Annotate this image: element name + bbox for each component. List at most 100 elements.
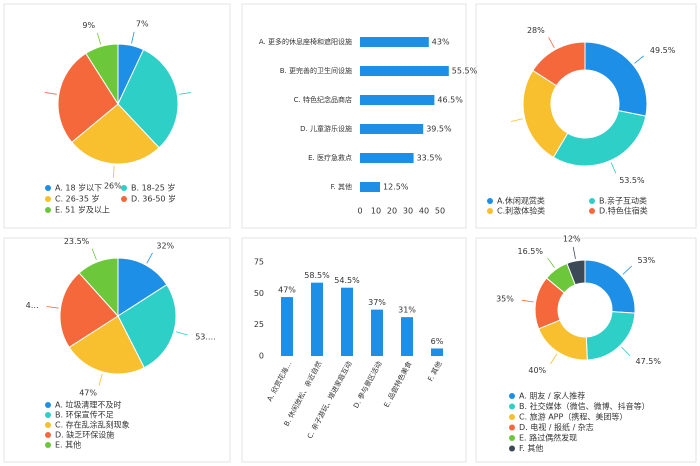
legend-label: B. 环保宣传不足 (55, 410, 114, 420)
slice (71, 103, 160, 165)
leader-line (548, 37, 555, 49)
data-label: 16.5% (518, 247, 544, 256)
legend-label: B. 社交媒体（微信、微博、抖音等） (519, 401, 650, 411)
leader-line (44, 92, 57, 95)
slice (59, 272, 119, 349)
legend-marker (121, 185, 127, 191)
y-tick-label: 25 (254, 320, 264, 329)
data-label: 28% (527, 26, 545, 35)
data-label: 6% (431, 337, 444, 346)
data-label: 33.5% (417, 154, 443, 163)
legend-label: A. 垃圾清理不及时 (55, 400, 121, 410)
x-tick-label: 50 (435, 207, 445, 216)
data-label: 47% (278, 286, 296, 295)
legend-marker (45, 422, 51, 428)
data-label: 9% (82, 21, 95, 30)
leader-line (621, 346, 631, 356)
data-label: 54.5% (334, 276, 360, 285)
leader-line (146, 252, 153, 264)
data-label: 49.5% (650, 46, 676, 55)
x-tick-label: 10 (371, 207, 381, 216)
data-label: 7% (136, 19, 149, 28)
legend-label: E. 其他 (55, 440, 81, 450)
leader-line (179, 92, 192, 95)
category-label: C. 特色纪念品商店 (294, 95, 352, 104)
slice (117, 283, 177, 369)
legend-marker (45, 196, 51, 202)
legend-marker (45, 207, 51, 213)
leader-line (98, 373, 103, 386)
legend-marker (509, 424, 515, 431)
leader-line (622, 265, 632, 275)
legend-marker (509, 445, 515, 452)
leader-line (572, 247, 576, 259)
legend-label: E. 路过偶然发现 (519, 433, 577, 443)
legend-label: B. 18-25 岁 (131, 183, 175, 193)
bar (341, 287, 353, 356)
x-tick-label: 30 (403, 207, 413, 216)
legend-label: C.刺激体验类 (497, 206, 545, 216)
slice (117, 49, 179, 149)
bar (360, 153, 414, 163)
leader-line (610, 162, 617, 174)
data-label: 47.5% (636, 357, 662, 366)
data-label: 53.… (195, 333, 216, 342)
legend-marker (509, 393, 515, 399)
category-label: E. 医疗急救点 (308, 153, 352, 162)
y-tick-label: 75 (254, 258, 264, 267)
slice (117, 257, 168, 317)
data-label: 12% (563, 235, 581, 244)
data-label: 23.5% (64, 237, 90, 246)
panel (241, 237, 467, 463)
bar (360, 37, 429, 47)
leader-line (96, 32, 102, 45)
slice (68, 315, 145, 375)
bar (360, 66, 449, 76)
leader-line (521, 299, 534, 303)
legend-marker (509, 435, 515, 441)
legend-label: C. 旅游 APP（携程、美团等） (519, 412, 627, 422)
x-tick-label: 0 (357, 207, 362, 216)
data-label: 40% (528, 366, 546, 375)
slice (566, 259, 586, 286)
legend-label: A.休闲观赏类 (497, 196, 545, 206)
data-label: 26% (104, 181, 122, 190)
slice (57, 52, 119, 143)
data-label: 31% (398, 306, 416, 315)
data-label: 4… (26, 301, 39, 310)
legend-marker (589, 198, 595, 204)
x-tick-label: 20 (387, 207, 397, 216)
category-label: A. 更多的休息座椅和遮阳设施 (259, 37, 352, 46)
legend-marker (45, 185, 51, 191)
legend-marker (45, 412, 51, 418)
legend-label: A. 朋友 / 家人推荐 (519, 391, 585, 401)
legend-label: B.亲子互动类 (599, 196, 647, 206)
leader-line (91, 248, 97, 261)
category-label: B. 更完善的卫生间设施 (280, 66, 352, 75)
leader-line (634, 55, 645, 64)
data-label: 32% (156, 241, 174, 250)
leader-line (550, 353, 558, 365)
y-tick-label: 0 (259, 352, 264, 361)
data-label: 35% (496, 294, 514, 303)
legend-label: F. 其他 (519, 443, 543, 453)
legend-marker (487, 198, 493, 204)
data-label: 12.5% (383, 183, 409, 192)
slice (85, 43, 119, 106)
x-tick-label: 40 (419, 207, 429, 216)
data-label: 47% (79, 389, 97, 398)
data-label: 37% (368, 298, 386, 307)
legend-marker (509, 414, 515, 420)
legend-marker (45, 402, 51, 408)
leader-line (175, 331, 188, 336)
legend-marker (45, 432, 51, 438)
bar (431, 348, 443, 356)
slice (78, 257, 119, 318)
category-label: F. 其他 (331, 182, 352, 191)
bar (360, 95, 435, 105)
legend-label: C. 26-35 岁 (55, 194, 99, 204)
legend-marker (45, 442, 51, 448)
legend-marker (589, 208, 595, 214)
data-label: 43% (432, 38, 450, 47)
